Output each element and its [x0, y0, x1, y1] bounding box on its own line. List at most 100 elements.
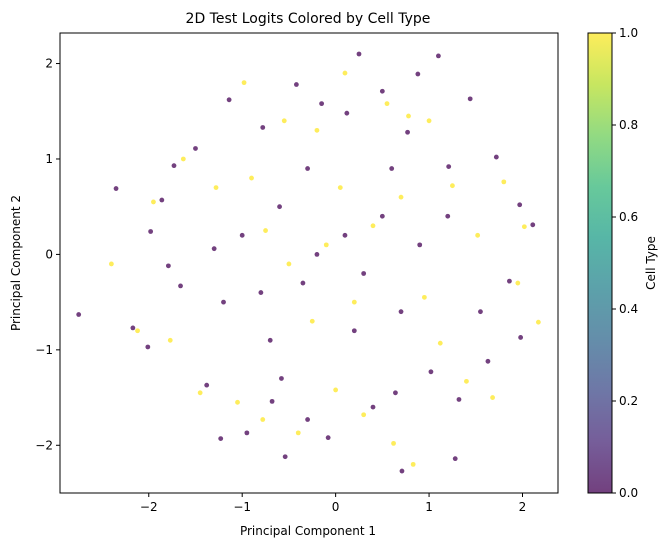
scatter-point — [342, 232, 348, 238]
scatter-point — [515, 280, 521, 286]
scatter-point — [426, 118, 432, 124]
colorbar-tick-label: 0.6 — [619, 210, 638, 224]
scatter-point — [478, 309, 483, 315]
scatter-point — [130, 325, 136, 331]
scatter-point — [286, 261, 292, 267]
scatter-point — [351, 299, 357, 305]
scatter-point — [197, 390, 203, 396]
scatter-point — [76, 312, 82, 317]
scatter-point — [351, 328, 357, 334]
points-layer — [76, 51, 541, 474]
y-tick-label: −2 — [35, 438, 53, 452]
x-tick-label: −2 — [140, 500, 158, 514]
scatter-point — [490, 395, 495, 400]
y-tick-label: 2 — [45, 57, 53, 71]
scatter-point — [260, 417, 266, 422]
scatter-point — [305, 417, 310, 422]
scatter-point — [293, 82, 299, 87]
scatter-point — [370, 404, 376, 410]
scatter-point — [535, 319, 541, 325]
x-tick-label: 0 — [332, 500, 340, 514]
scatter-point — [180, 156, 186, 162]
scatter-point — [398, 309, 404, 315]
scatter-point — [342, 70, 348, 76]
scatter-point — [389, 166, 395, 171]
scatter-point — [475, 232, 481, 238]
chart-title: 2D Test Logits Colored by Cell Type — [186, 11, 431, 27]
scatter-point — [295, 430, 301, 436]
scatter-point — [501, 179, 507, 185]
y-axis: −2 −1 0 1 2 — [35, 57, 60, 452]
colorbar-label: Cell Type — [644, 236, 658, 290]
scatter-point — [221, 299, 226, 305]
scatter-point — [148, 229, 154, 234]
scatter-point — [325, 435, 331, 441]
colorbar-tick-label: 1.0 — [619, 26, 638, 40]
y-axis-label: Principal Component 2 — [9, 195, 23, 331]
scatter-point — [145, 344, 151, 350]
scatter-point — [379, 213, 385, 219]
scatter-point — [446, 164, 452, 170]
scatter-point — [269, 398, 275, 404]
scatter-point — [452, 456, 458, 462]
scatter-point — [333, 387, 339, 393]
scatter-point — [415, 71, 421, 77]
scatter-point — [108, 261, 114, 267]
scatter-point — [399, 468, 405, 474]
scatter-point — [450, 183, 455, 189]
scatter-point — [428, 369, 434, 375]
scatter-point — [305, 166, 310, 171]
scatter-point — [391, 440, 396, 446]
scatter-point — [314, 252, 320, 257]
scatter-point — [159, 197, 165, 203]
scatter-point — [485, 358, 491, 364]
scatter-point — [113, 186, 119, 191]
scatter-point — [244, 430, 250, 436]
scatter-point — [398, 194, 404, 200]
scatter-point — [165, 263, 171, 269]
scatter-point — [337, 185, 343, 191]
scatter-point — [421, 294, 427, 300]
scatter-point — [436, 53, 441, 59]
scatter-point — [241, 80, 247, 86]
scatter-point — [171, 163, 177, 169]
scatter-point — [344, 110, 350, 116]
scatter-point — [518, 335, 524, 340]
scatter-point — [167, 337, 173, 343]
y-tick-label: 0 — [45, 247, 53, 261]
scatter-point — [218, 436, 224, 442]
scatter-point — [279, 376, 284, 381]
scatter-point — [211, 246, 217, 252]
scatter-point — [417, 242, 423, 248]
scatter-point — [393, 390, 398, 396]
x-tick-label: 2 — [519, 500, 527, 514]
scatter-point — [356, 51, 362, 57]
scatter-point — [323, 242, 329, 248]
x-tick-label: −1 — [233, 500, 251, 514]
scatter-point — [445, 213, 451, 219]
scatter-point — [282, 454, 288, 460]
scatter-point — [213, 185, 219, 191]
scatter-point — [464, 378, 469, 384]
scatter-point — [300, 280, 306, 286]
scatter-point — [410, 461, 416, 467]
colorbar-tick-label: 0.2 — [619, 394, 638, 408]
scatter-point — [135, 328, 140, 334]
x-axis-label: Principal Component 1 — [240, 524, 376, 538]
scatter-point — [379, 88, 385, 94]
scatter-point — [361, 412, 367, 418]
scatter-point — [235, 399, 240, 405]
scatter-point — [249, 175, 254, 181]
scatter-point — [493, 154, 499, 160]
scatter-point — [204, 382, 210, 388]
scatter-point — [467, 96, 473, 102]
x-axis: −2 −1 0 1 2 — [140, 493, 526, 514]
colorbar-tick-label: 0.4 — [619, 302, 638, 316]
colorbar-tick-label: 0.0 — [619, 486, 638, 500]
scatter-point — [260, 125, 266, 130]
scatter-point — [258, 290, 264, 295]
x-tick-label: 1 — [425, 500, 433, 514]
scatter-point — [507, 278, 512, 284]
scatter-point — [405, 129, 410, 135]
